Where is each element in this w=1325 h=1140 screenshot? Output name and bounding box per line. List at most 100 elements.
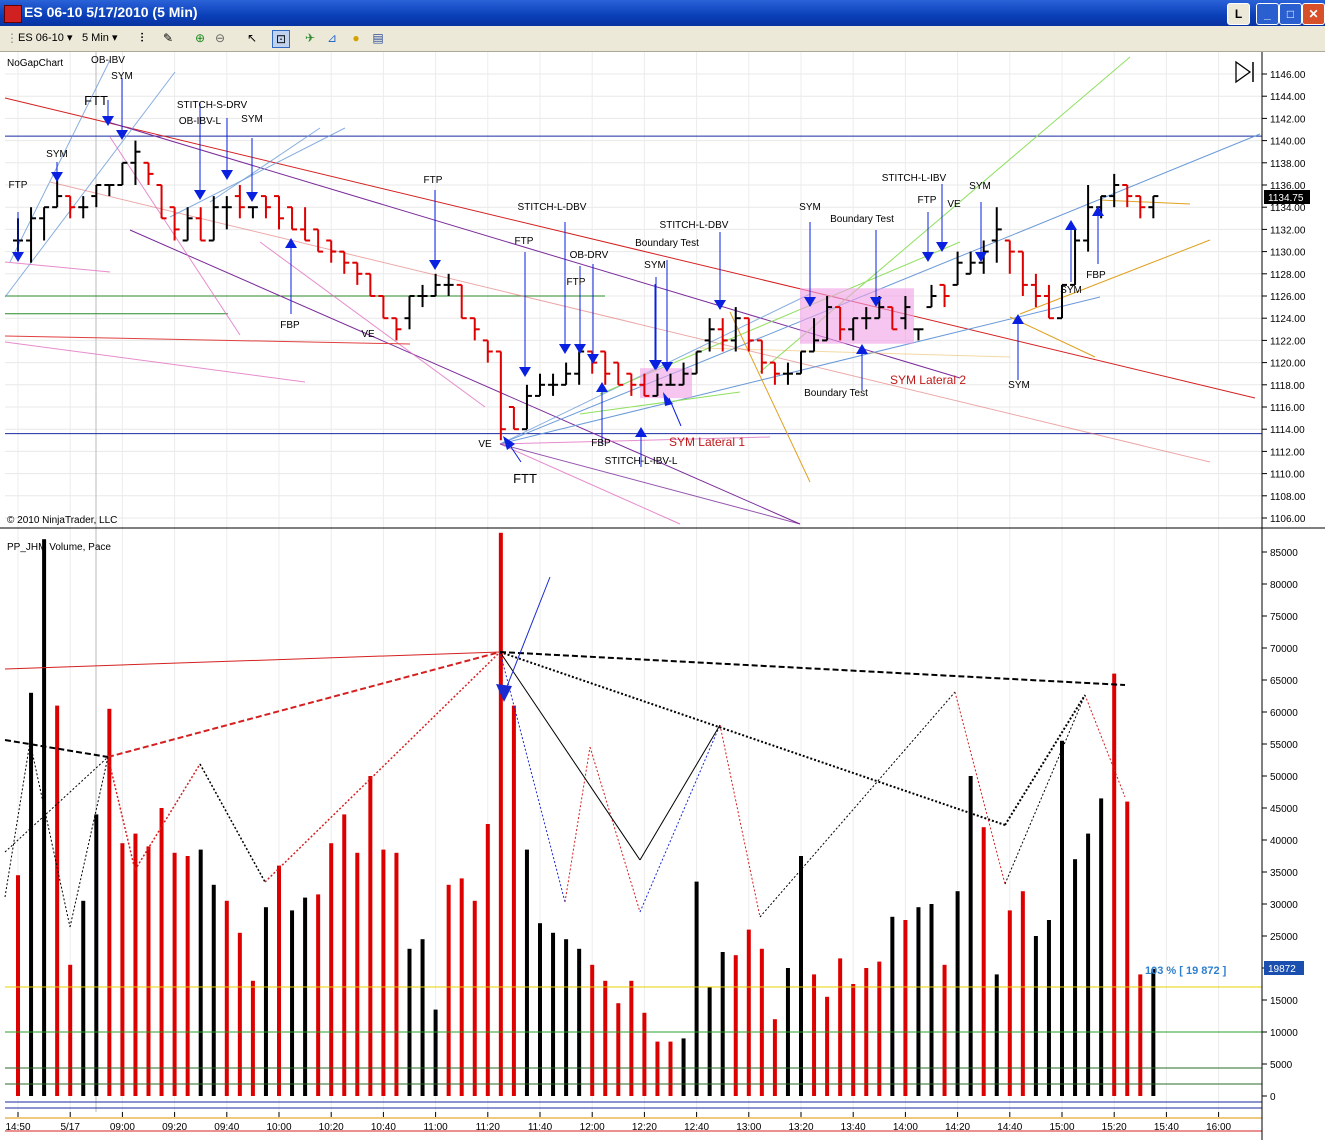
bar-type-icon[interactable]: ⫶ bbox=[140, 31, 144, 45]
time-tick-label: 11:00 bbox=[423, 1122, 448, 1133]
volume-bar bbox=[355, 852, 360, 1096]
instrument-selector[interactable]: ES 06-10 ▾ bbox=[18, 30, 72, 47]
annotation-label: SYM Lateral 1 bbox=[669, 435, 745, 449]
volume-bar bbox=[224, 900, 229, 1096]
time-tick-label: 15:00 bbox=[1049, 1122, 1074, 1133]
volume-trend-line bbox=[4, 651, 501, 670]
volume-bar bbox=[185, 856, 190, 1096]
volume-bar bbox=[825, 996, 830, 1096]
trend-line bbox=[9, 59, 111, 263]
volume-bar bbox=[1112, 673, 1117, 1096]
volume-bar bbox=[838, 958, 843, 1096]
price-tick-label: 1108.00 bbox=[1270, 492, 1306, 503]
time-tick-label: 10:40 bbox=[371, 1122, 396, 1133]
interval-label: 5 Min bbox=[82, 32, 109, 44]
volume-bar bbox=[446, 884, 451, 1096]
annotation-arrow-head bbox=[559, 344, 571, 354]
volume-bar bbox=[1138, 974, 1143, 1096]
annotation-arrow-head bbox=[102, 116, 114, 126]
volume-bar bbox=[107, 708, 112, 1096]
pace-readout: 103 % [ 19 872 ] bbox=[1145, 965, 1227, 977]
volume-bar bbox=[524, 849, 529, 1096]
volume-bar bbox=[694, 881, 699, 1096]
drawing-pencil-icon[interactable]: ✎ bbox=[162, 31, 174, 45]
volume-bar bbox=[981, 827, 986, 1096]
volume-bar bbox=[303, 897, 308, 1096]
volume-bar bbox=[1125, 801, 1130, 1096]
chevron-down-icon: ▾ bbox=[66, 32, 73, 44]
price-tick-label: 1146.00 bbox=[1270, 70, 1306, 81]
annotation-label: FTP bbox=[424, 175, 443, 186]
toolbar-grip-icon: ⋮ bbox=[6, 31, 18, 45]
interval-selector[interactable]: 5 Min ▾ bbox=[82, 30, 118, 47]
indicators-icon[interactable]: ⊿ bbox=[326, 31, 338, 45]
trend-line bbox=[4, 335, 411, 345]
price-tick-label: 1128.00 bbox=[1270, 270, 1306, 281]
volume-bar bbox=[29, 692, 34, 1096]
time-tick-label: 11:20 bbox=[476, 1122, 501, 1133]
strategy-icon[interactable]: ✈ bbox=[304, 31, 316, 45]
annotation-arrow-head bbox=[221, 170, 233, 180]
chart-axes: 1146.00 1144.00 1142.00 1140.00 1138.00 1136.… bbox=[5, 52, 1306, 1140]
annotation-label: FTP bbox=[515, 236, 534, 247]
time-tick-label: 15:40 bbox=[1154, 1122, 1179, 1133]
price-tick-label: 1112.00 bbox=[1270, 447, 1305, 458]
annotation-arrow-head bbox=[194, 190, 206, 200]
cursor-arrow-icon[interactable]: ↖ bbox=[246, 31, 258, 45]
app-icon bbox=[4, 5, 22, 23]
annotation-arrow-head bbox=[936, 242, 948, 252]
maximize-button[interactable]: □ bbox=[1279, 3, 1302, 25]
volume-bar bbox=[616, 1003, 621, 1096]
crosshair-icon[interactable]: ⊡ bbox=[272, 30, 290, 48]
volume-tick-label: 80000 bbox=[1270, 580, 1298, 591]
annotation-arrow-head bbox=[246, 192, 258, 202]
volume-bar bbox=[42, 539, 47, 1096]
volume-trend-line bbox=[499, 651, 1126, 686]
time-tick-label: 13:40 bbox=[841, 1122, 866, 1133]
link-button[interactable]: L bbox=[1227, 3, 1250, 25]
annotation-label: Boundary Test bbox=[804, 388, 868, 399]
volume-bar bbox=[746, 929, 751, 1096]
price-tick-label: 1132.00 bbox=[1270, 225, 1306, 236]
volume-bar bbox=[772, 1019, 777, 1096]
time-tick-label: 10:00 bbox=[266, 1122, 291, 1133]
annotation-arrow-head bbox=[429, 260, 441, 270]
volume-bar bbox=[342, 814, 347, 1096]
volume-bar bbox=[329, 843, 334, 1096]
close-button[interactable]: ✕ bbox=[1302, 3, 1325, 25]
volume-bar bbox=[237, 932, 242, 1096]
annotation-arrow-head bbox=[714, 300, 726, 310]
volume-tick-label: 40000 bbox=[1270, 836, 1298, 847]
play-to-end-icon[interactable] bbox=[1235, 60, 1254, 84]
volume-bar bbox=[759, 948, 764, 1096]
volume-bar bbox=[120, 843, 125, 1096]
volume-bar bbox=[277, 865, 281, 1096]
price-bars bbox=[13, 140, 1159, 441]
volume-bar bbox=[250, 980, 255, 1096]
trend-line bbox=[49, 181, 1211, 463]
annotation-label: STITCH-L-DBV bbox=[660, 220, 729, 231]
volume-bar bbox=[877, 961, 882, 1096]
properties-icon[interactable]: ● bbox=[352, 31, 360, 45]
sym-lateral-2-zone bbox=[800, 288, 914, 344]
minimize-button[interactable]: _ bbox=[1256, 3, 1279, 25]
volume-bar bbox=[263, 907, 268, 1096]
volume-bar bbox=[81, 900, 86, 1096]
price-tick-label: 1118.00 bbox=[1270, 381, 1305, 392]
zoom-in-icon[interactable]: ⊕ bbox=[194, 31, 206, 45]
annotation-label: STITCH-S-DRV bbox=[177, 100, 248, 111]
price-tick-label: 1130.00 bbox=[1270, 248, 1306, 259]
volume-bar bbox=[1073, 859, 1078, 1096]
volume-bar bbox=[551, 932, 556, 1096]
volume-tick-label: 50000 bbox=[1270, 772, 1298, 783]
volume-trend-line bbox=[4, 739, 109, 758]
zoom-out-icon[interactable]: ⊖ bbox=[214, 31, 226, 45]
annotation-arrow-head bbox=[1092, 206, 1104, 216]
trend-line bbox=[4, 97, 1256, 399]
annotation-arrow-head bbox=[870, 297, 882, 307]
volume-tick-label: 15000 bbox=[1270, 996, 1298, 1007]
volume-bar bbox=[564, 939, 569, 1096]
data-box-icon[interactable]: ▤ bbox=[372, 31, 384, 45]
time-tick-label: 13:00 bbox=[736, 1122, 761, 1133]
